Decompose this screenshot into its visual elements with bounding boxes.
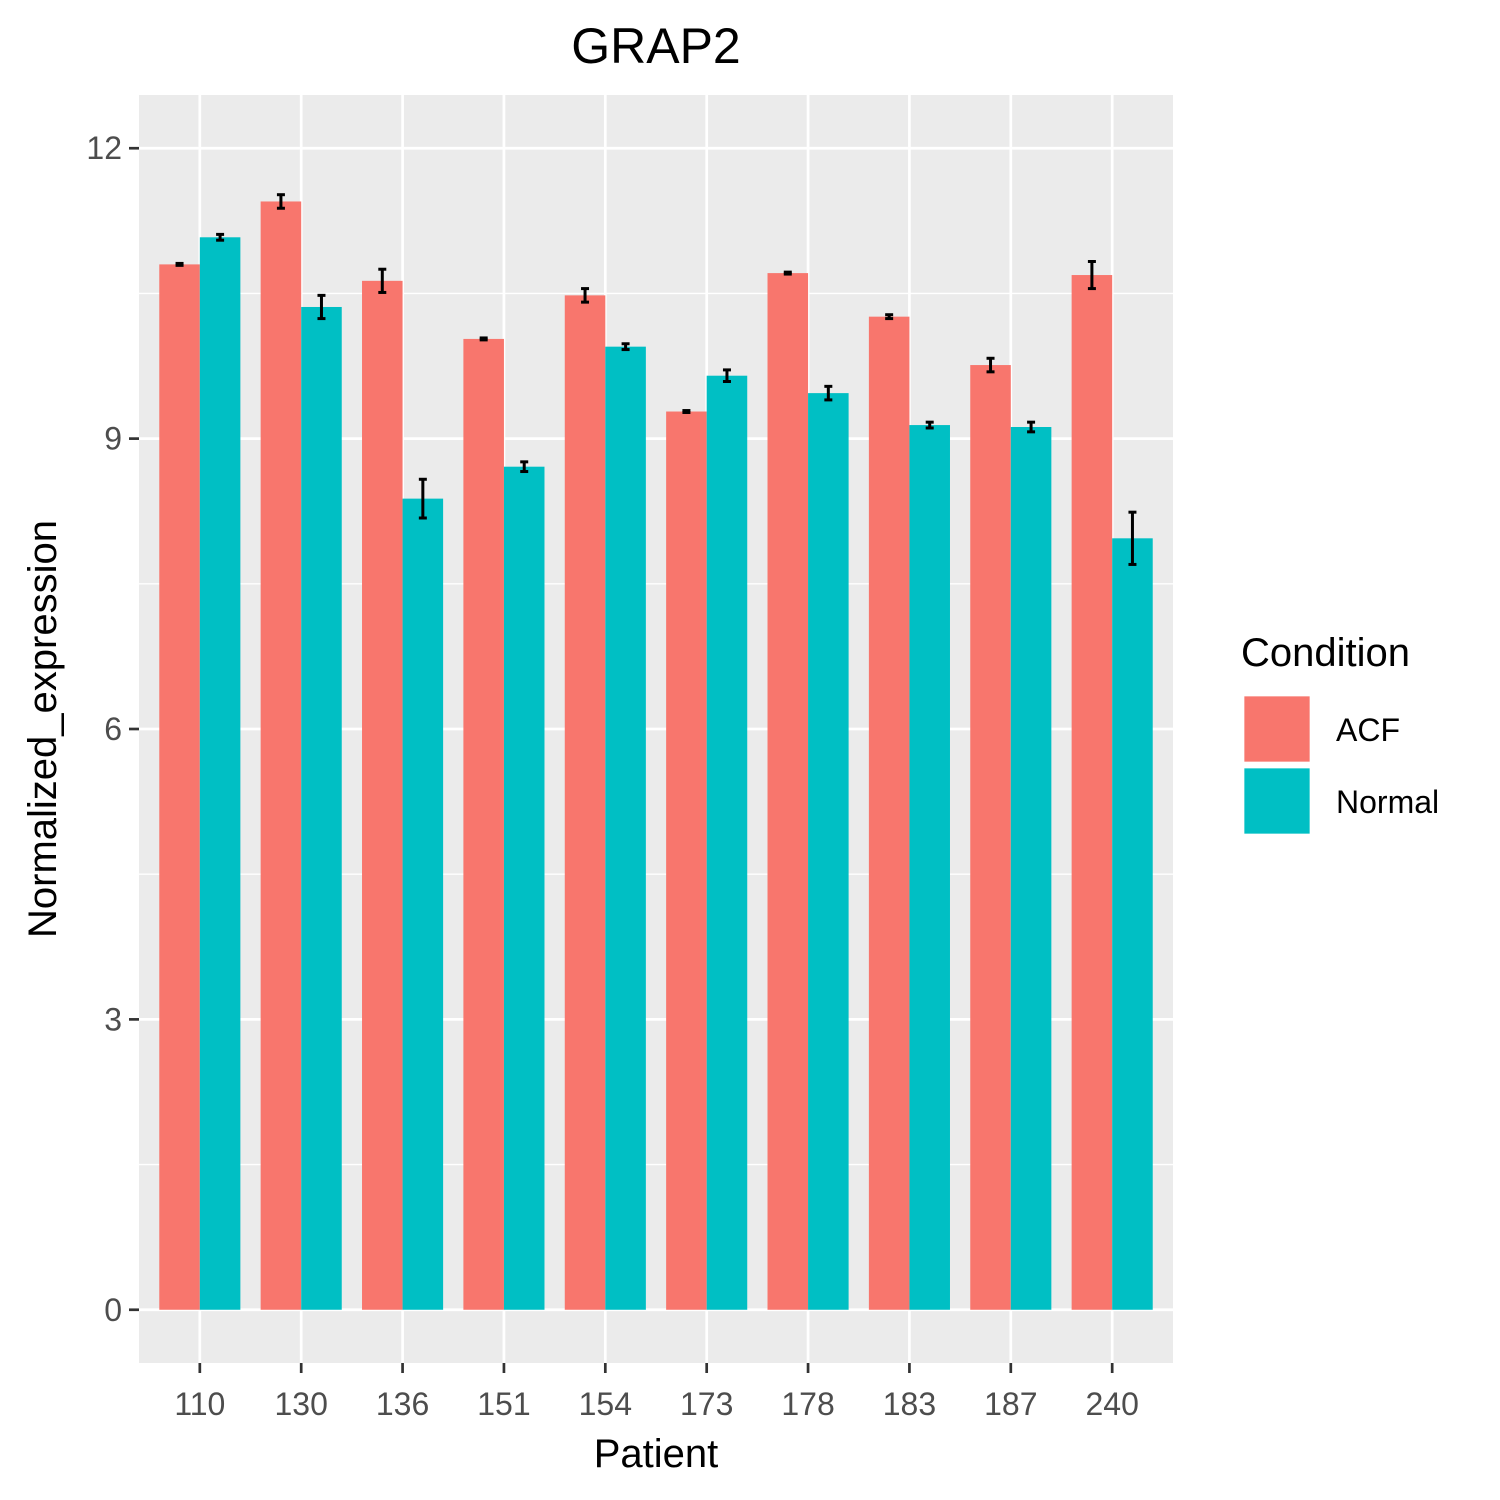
bar-ACF-110 [159, 264, 200, 1310]
y-tick-label: 9 [104, 421, 122, 457]
y-tick-label: 12 [86, 130, 122, 166]
bar-ACF-154 [564, 295, 606, 1310]
bar-Normal-240 [1112, 538, 1153, 1310]
legend-label: Normal [1336, 784, 1439, 820]
error-bar-Normal-183 [925, 420, 934, 430]
error-bar-Normal-154 [621, 342, 630, 352]
error-bar-ACF-154 [581, 287, 590, 304]
x-tick-label: 178 [781, 1386, 834, 1422]
error-bar-ACF-136 [378, 267, 387, 294]
bar-Normal-110 [199, 237, 241, 1310]
bar-Normal-151 [503, 466, 545, 1310]
bar-Normal-187 [1010, 427, 1052, 1310]
bar-Normal-183 [909, 425, 950, 1310]
bar-ACF-130 [260, 201, 302, 1310]
legend-label: ACF [1336, 712, 1400, 748]
legend: Condition ACF Normal [1241, 631, 1439, 837]
x-tick-label: 187 [984, 1386, 1037, 1422]
bar-ACF-183 [868, 316, 910, 1310]
y-tick-label: 0 [104, 1292, 122, 1328]
error-bar-ACF-173 [682, 409, 691, 414]
error-bars [175, 193, 1137, 566]
bar-Normal-130 [301, 306, 342, 1310]
bar-ACF-151 [463, 338, 504, 1310]
x-axis-title: Patient [594, 1432, 719, 1476]
error-bar-Normal-136 [418, 477, 427, 520]
error-bar-Normal-178 [824, 384, 833, 402]
bar-ACF-240 [1071, 275, 1113, 1310]
error-bar-Normal-130 [317, 293, 326, 321]
x-tick-label: 154 [579, 1386, 632, 1422]
bar-ACF-173 [666, 411, 707, 1310]
bar-ACF-178 [767, 273, 809, 1310]
bar-Normal-173 [706, 375, 748, 1310]
bars [159, 201, 1153, 1310]
error-bar-Normal-173 [722, 368, 731, 384]
legend-key-Normal [1241, 765, 1313, 837]
bar-ACF-136 [362, 280, 403, 1310]
chart-title: GRAP2 [571, 18, 741, 74]
error-bar-Normal-187 [1027, 420, 1036, 434]
bar-Normal-154 [605, 346, 646, 1310]
x-axis: 110 130 136 151 154 173 178 183 187 240 [174, 1363, 1139, 1422]
y-axis-title: Normalized_expression [21, 520, 65, 938]
legend-title: Condition [1241, 631, 1410, 675]
error-bar-ACF-187 [986, 356, 995, 374]
bar-Normal-136 [402, 498, 444, 1310]
error-bar-ACF-110 [175, 261, 184, 267]
error-bar-Normal-151 [520, 460, 529, 474]
x-tick-label: 173 [680, 1386, 733, 1422]
x-tick-label: 110 [174, 1386, 225, 1422]
error-bar-ACF-151 [479, 336, 488, 342]
y-tick-label: 3 [104, 1001, 122, 1037]
x-tick-label: 183 [883, 1386, 936, 1422]
bar-ACF-187 [970, 365, 1011, 1310]
x-tick-label: 240 [1085, 1386, 1138, 1422]
error-bar-Normal-110 [216, 232, 225, 242]
y-axis: 0 3 6 9 12 [86, 130, 139, 1328]
y-tick-label: 6 [104, 711, 122, 747]
error-bar-ACF-178 [783, 270, 792, 276]
legend-key-ACF [1241, 693, 1313, 765]
x-tick-label: 130 [275, 1386, 328, 1422]
error-bar-ACF-183 [885, 313, 894, 321]
error-bar-ACF-130 [276, 193, 285, 210]
bar-Normal-178 [808, 393, 849, 1310]
x-tick-label: 136 [376, 1386, 429, 1422]
x-tick-label: 151 [477, 1386, 530, 1422]
error-bar-Normal-240 [1128, 510, 1137, 566]
error-bar-ACF-240 [1087, 259, 1096, 291]
